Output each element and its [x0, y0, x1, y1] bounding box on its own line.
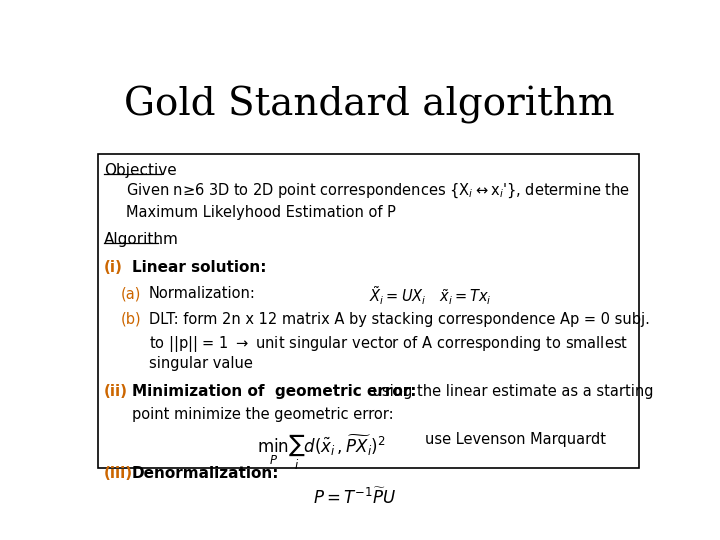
Text: DLT: form 2n x 12 matrix A by stacking correspondence Ap = 0 subj.: DLT: form 2n x 12 matrix A by stacking c…	[148, 312, 649, 327]
Text: singular value: singular value	[148, 356, 253, 371]
Text: Denormalization:: Denormalization:	[132, 467, 279, 482]
Text: (ii): (ii)	[104, 384, 128, 399]
Text: (iii): (iii)	[104, 467, 133, 482]
FancyBboxPatch shape	[99, 154, 639, 468]
Text: point minimize the geometric error:: point minimize the geometric error:	[132, 407, 393, 422]
Text: Maximum Likelyhood Estimation of P: Maximum Likelyhood Estimation of P	[126, 205, 396, 220]
Text: Minimization of  geometric error:: Minimization of geometric error:	[132, 384, 416, 399]
Text: Linear solution:: Linear solution:	[132, 260, 266, 275]
Text: Given n≥6 3D to 2D point correspondences {X$_i$$\leftrightarrow$x$_i$'}, determi: Given n≥6 3D to 2D point correspondences…	[126, 182, 631, 200]
Text: (i): (i)	[104, 260, 123, 275]
Text: (a): (a)	[121, 286, 141, 301]
Text: use Levenson Marquardt: use Levenson Marquardt	[425, 432, 606, 447]
Text: $\tilde{X}_i = UX_i \quad \tilde{x}_i = Tx_i$: $\tilde{X}_i = UX_i \quad \tilde{x}_i = …	[369, 285, 492, 307]
Text: using the linear estimate as a starting: using the linear estimate as a starting	[132, 384, 653, 399]
Text: to ||p|| = 1 $\rightarrow$ unit singular vector of A corresponding to smallest: to ||p|| = 1 $\rightarrow$ unit singular…	[148, 334, 628, 354]
Text: $\min_{P} \sum_{i} d(\tilde{x}_i, \widetilde{PX}_i)^2$: $\min_{P} \sum_{i} d(\tilde{x}_i, \widet…	[258, 432, 386, 472]
Text: (b): (b)	[121, 312, 141, 327]
Text: Gold Standard algorithm: Gold Standard algorithm	[124, 85, 614, 124]
Text: Normalization:: Normalization:	[148, 286, 256, 301]
Text: $P = T^{-1}\widetilde{P}U$: $P = T^{-1}\widetilde{P}U$	[313, 487, 397, 508]
Text: Objective: Objective	[104, 163, 176, 178]
Text: Algorithm: Algorithm	[104, 232, 179, 247]
